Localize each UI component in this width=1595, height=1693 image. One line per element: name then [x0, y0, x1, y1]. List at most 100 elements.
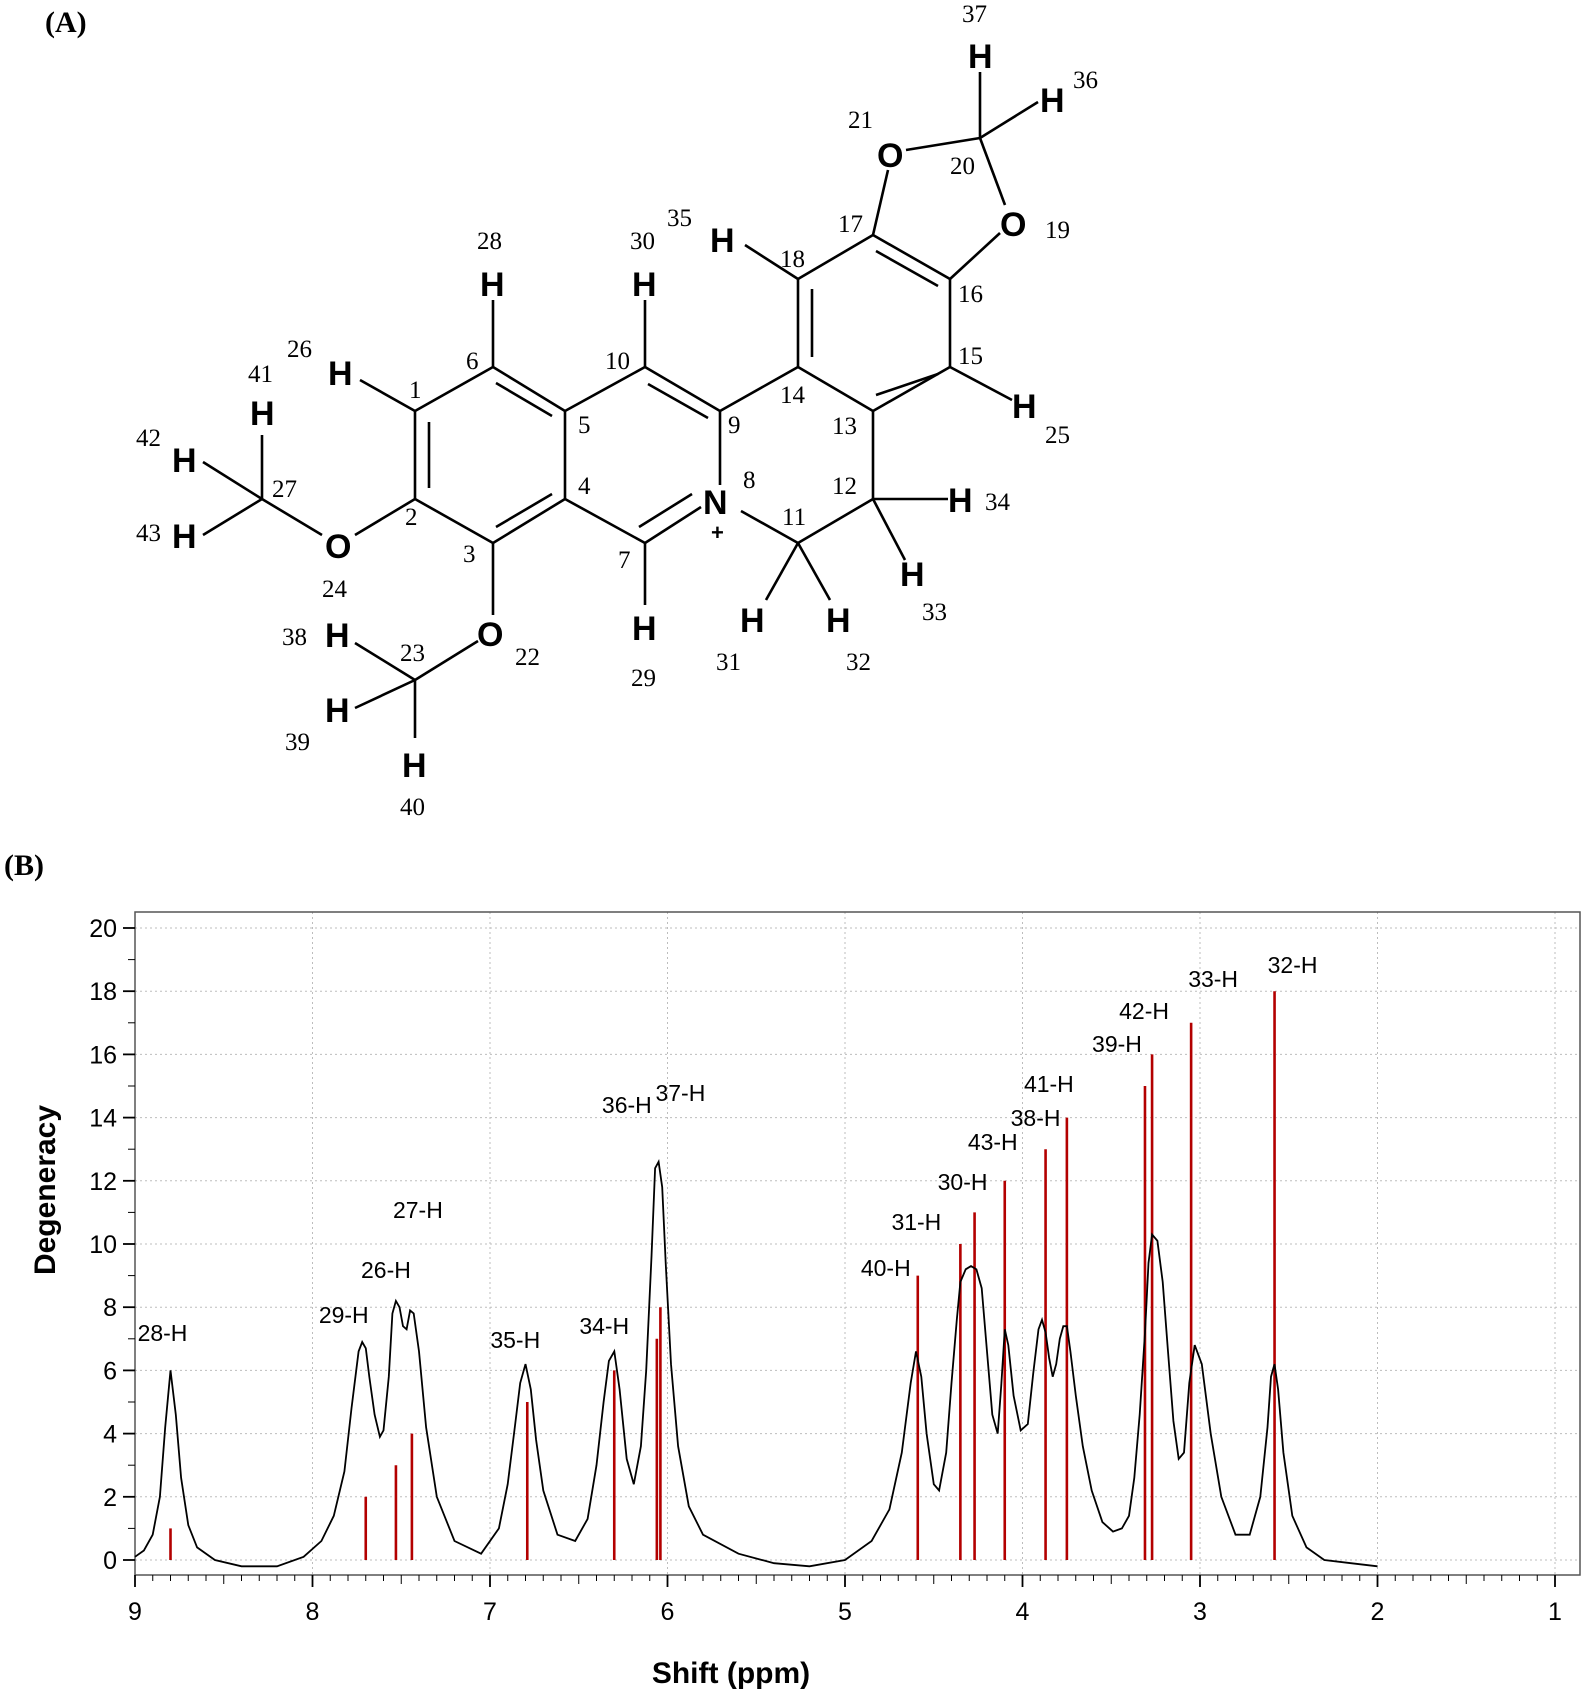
peak-label-35-H: 35-H [490, 1327, 540, 1353]
atom-number: 37 [962, 1, 987, 28]
peak-label-30-H: 30-H [938, 1169, 988, 1195]
peak-label-29-H: 29-H [319, 1302, 369, 1328]
atom-number: 27 [272, 476, 297, 503]
atom-number: 13 [832, 413, 857, 440]
atom-H: H [250, 395, 275, 433]
peak-label-39-H: 39-H [1092, 1031, 1142, 1057]
atom-number: 26 [287, 336, 312, 363]
atom-number: 29 [631, 665, 656, 692]
peak-labels: 28-H 29-H 26-H 27-H 35-H 34-H 36-H 37-H 40-H 31-H… [138, 952, 1318, 1353]
y-tick-label: 2 [103, 1484, 117, 1512]
atom-number: 18 [780, 246, 805, 273]
atom-N: N [703, 484, 728, 522]
x-tick-label: 6 [661, 1598, 675, 1626]
x-tick-label: 7 [483, 1598, 497, 1626]
atom-number: 4 [578, 473, 591, 500]
atom-number: 8 [743, 467, 756, 494]
peak-label-42-H: 42-H [1119, 998, 1169, 1024]
atom-number: 7 [618, 547, 631, 574]
charge-plus: + [711, 520, 724, 545]
atom-number: 3 [463, 541, 476, 568]
x-axis-title: Shift (ppm) [652, 1657, 810, 1690]
atom-number: 15 [958, 343, 983, 370]
atom-number: 41 [248, 361, 273, 388]
atom-number: 39 [285, 729, 310, 756]
peak-label-28-H: 28-H [138, 1320, 188, 1346]
peak-label-38-H: 38-H [1011, 1105, 1061, 1131]
atom-number: 12 [832, 473, 857, 500]
x-tick-label: 3 [1193, 1598, 1207, 1626]
atom-H: H [328, 355, 353, 393]
atom-number: 14 [780, 382, 806, 409]
x-tick-label: 1 [1548, 1598, 1562, 1626]
x-tick-label: 4 [1016, 1598, 1030, 1626]
atom-number: 38 [282, 624, 307, 651]
atom-O: O [477, 616, 503, 654]
atom-number: 10 [605, 348, 630, 375]
atom-labels: N + O O O O H H H H H H H H H H H H H H … [172, 38, 1065, 785]
peak-label-27-H: 27-H [393, 1197, 443, 1223]
peak-label-31-H: 31-H [891, 1209, 941, 1235]
peak-label-40-H: 40-H [861, 1255, 911, 1281]
atom-H: H [325, 617, 350, 655]
atom-H: H [826, 602, 851, 640]
atom-number: 30 [630, 228, 655, 255]
atom-O: O [325, 528, 351, 566]
atom-number: 23 [400, 640, 425, 667]
atom-number: 19 [1045, 217, 1070, 244]
y-axis-title: Degeneracy [29, 1105, 62, 1275]
atom-H: H [325, 692, 350, 730]
atom-number: 21 [848, 107, 873, 134]
atom-number: 16 [958, 281, 983, 308]
atom-H: H [172, 518, 197, 556]
x-tick-label: 8 [306, 1598, 320, 1626]
atom-number: 43 [136, 520, 161, 547]
atom-number: 36 [1073, 67, 1098, 94]
atom-number: 40 [400, 794, 425, 821]
y-tick-label: 18 [89, 978, 117, 1006]
atom-number: 20 [950, 153, 975, 180]
y-tick-label: 14 [89, 1105, 117, 1133]
atom-number: 31 [716, 649, 741, 676]
y-tick-label: 20 [89, 915, 117, 943]
atom-H: H [900, 556, 925, 594]
y-tick-label: 12 [89, 1168, 117, 1196]
y-tick-label: 6 [103, 1357, 117, 1385]
molecule-structure: N + O O O O H H H H H H H H H H H H H H … [136, 1, 1098, 821]
atom-O: O [1000, 206, 1026, 244]
x-tick-label: 9 [128, 1598, 142, 1626]
y-tick-label: 10 [89, 1231, 117, 1259]
atom-H: H [1012, 388, 1037, 426]
atom-number: 9 [728, 412, 741, 439]
atom-number: 6 [466, 348, 479, 375]
peak-label-33-H: 33-H [1188, 966, 1238, 992]
peak-label-37-H: 37-H [655, 1080, 705, 1106]
atom-H: H [632, 266, 657, 304]
y-tick-label: 0 [103, 1547, 117, 1575]
atom-numbers: 1 2 3 4 5 6 7 8 9 10 11 12 13 14 15 16 1… [136, 1, 1098, 821]
atom-H: H [1040, 82, 1065, 120]
atom-O: O [877, 137, 903, 175]
atom-number: 17 [838, 211, 863, 238]
atom-number: 35 [667, 205, 692, 232]
atom-H: H [632, 610, 657, 648]
atom-number: 22 [515, 644, 540, 671]
atom-number: 32 [846, 649, 871, 676]
atom-number: 24 [322, 576, 348, 603]
panel-label-b: (B) [4, 849, 44, 882]
peak-label-36-H: 36-H [602, 1092, 652, 1118]
peak-label-43-H: 43-H [968, 1129, 1018, 1155]
x-tick-label: 2 [1371, 1598, 1385, 1626]
bonds [202, 72, 1039, 738]
atom-H: H [480, 266, 505, 304]
envelope-curve [134, 1158, 1378, 1568]
peak-label-32-H: 32-H [1268, 952, 1318, 978]
y-tick-label: 8 [103, 1294, 117, 1322]
atom-H: H [968, 38, 993, 76]
atom-number: 33 [922, 599, 947, 626]
panel-label-a: (A) [45, 6, 87, 39]
atom-number: 34 [985, 489, 1011, 516]
y-tick-label: 16 [89, 1041, 117, 1069]
